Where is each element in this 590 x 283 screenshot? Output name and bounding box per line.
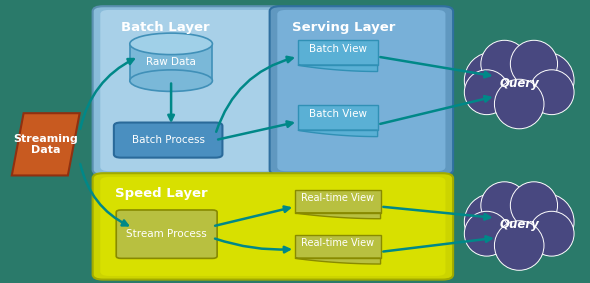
Ellipse shape xyxy=(484,192,555,263)
Ellipse shape xyxy=(464,70,509,115)
Ellipse shape xyxy=(494,79,544,129)
Bar xyxy=(295,190,381,213)
Text: Batch Process: Batch Process xyxy=(132,135,205,145)
Text: Batch Layer: Batch Layer xyxy=(121,21,209,34)
Text: Stream Process: Stream Process xyxy=(126,229,207,239)
Bar xyxy=(295,235,381,258)
Ellipse shape xyxy=(130,33,212,55)
Ellipse shape xyxy=(464,52,521,109)
FancyBboxPatch shape xyxy=(100,10,274,171)
Polygon shape xyxy=(12,113,80,175)
Text: Streaming
Data: Streaming Data xyxy=(14,134,78,155)
Ellipse shape xyxy=(517,52,574,109)
Bar xyxy=(298,40,378,65)
Ellipse shape xyxy=(464,211,509,256)
FancyBboxPatch shape xyxy=(93,6,282,175)
Bar xyxy=(298,105,378,130)
Ellipse shape xyxy=(494,221,544,270)
Ellipse shape xyxy=(517,194,574,250)
FancyBboxPatch shape xyxy=(277,10,445,171)
Bar xyxy=(298,40,378,65)
Ellipse shape xyxy=(510,40,558,87)
Ellipse shape xyxy=(464,194,521,250)
Bar xyxy=(295,190,381,213)
Text: Serving Layer: Serving Layer xyxy=(292,21,395,34)
FancyBboxPatch shape xyxy=(114,123,222,158)
Ellipse shape xyxy=(529,211,574,256)
Text: Query: Query xyxy=(499,77,539,90)
Ellipse shape xyxy=(510,182,558,229)
Text: Query: Query xyxy=(499,218,539,231)
Text: Raw Data: Raw Data xyxy=(146,57,196,67)
Ellipse shape xyxy=(481,182,528,229)
Text: Speed Layer: Speed Layer xyxy=(115,187,208,200)
Ellipse shape xyxy=(130,70,212,91)
Polygon shape xyxy=(298,130,378,137)
Ellipse shape xyxy=(481,40,528,87)
FancyBboxPatch shape xyxy=(270,6,453,175)
FancyBboxPatch shape xyxy=(116,210,217,258)
Text: Real-time View: Real-time View xyxy=(301,238,374,248)
Text: Real-time View: Real-time View xyxy=(301,193,374,203)
Ellipse shape xyxy=(484,51,555,122)
Bar xyxy=(298,105,378,130)
FancyBboxPatch shape xyxy=(100,177,445,276)
Text: Batch View: Batch View xyxy=(309,109,367,119)
Ellipse shape xyxy=(529,70,574,115)
Bar xyxy=(295,235,381,258)
FancyBboxPatch shape xyxy=(93,173,453,280)
Bar xyxy=(130,44,212,81)
Polygon shape xyxy=(295,213,381,219)
Polygon shape xyxy=(295,258,381,264)
Polygon shape xyxy=(298,65,378,72)
Text: Batch View: Batch View xyxy=(309,44,367,54)
